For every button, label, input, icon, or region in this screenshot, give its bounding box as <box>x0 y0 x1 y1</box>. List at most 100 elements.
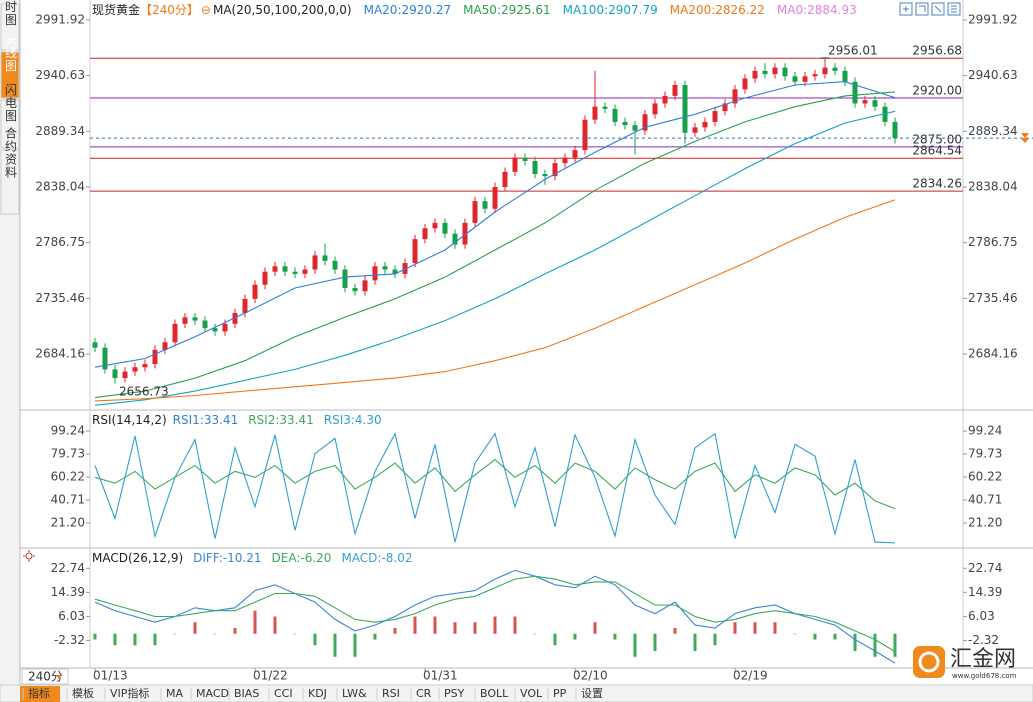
histogram-bar <box>833 633 837 640</box>
y-tick-label: 40.71 <box>51 493 85 507</box>
candle-body <box>852 81 858 104</box>
sidebar-tab-label[interactable]: 合约资料 <box>4 126 18 179</box>
candle-body <box>352 287 358 292</box>
sidebar-tab[interactable] <box>0 3 20 51</box>
sidebar-tab[interactable] <box>0 99 20 149</box>
indicator-tab[interactable]: VOL <box>520 687 543 700</box>
candle-body <box>502 171 508 188</box>
indicator-label: MACD(26,12,9) <box>92 551 183 565</box>
indicator-tab[interactable]: 模板 <box>72 686 94 700</box>
candle-body <box>192 317 198 321</box>
candle-body <box>752 70 758 79</box>
period-select[interactable] <box>21 668 69 685</box>
candle-body <box>692 127 698 133</box>
indicator-tab[interactable]: 指标 <box>28 686 50 700</box>
candle-body <box>592 106 598 120</box>
candle-body <box>262 271 268 285</box>
indicator-label: MA(20,50,100,200,0,0) <box>213 3 352 17</box>
candle-body <box>232 312 238 324</box>
candle-body <box>162 342 168 350</box>
panel-header: MACD(26,12,9) DIFF:-10.21 DEA:-6.20 MACD:-8… <box>92 551 413 565</box>
histogram-bar <box>693 633 697 652</box>
sidebar-tab-label[interactable]: K线图 <box>4 38 18 73</box>
histogram-bar <box>573 633 577 640</box>
histogram-bar <box>593 622 597 634</box>
histogram-bar <box>213 633 217 635</box>
y-tick-label: 14.39 <box>968 585 1002 599</box>
candle-body <box>122 371 128 379</box>
candle-body <box>742 78 748 90</box>
indicator-tab[interactable]: PSY <box>444 687 465 700</box>
indicator-tab[interactable]: LW& <box>342 687 367 700</box>
candle-body <box>302 269 308 274</box>
watermark-logo <box>913 646 945 678</box>
candle-body <box>862 100 868 104</box>
candle-body <box>432 222 438 229</box>
histogram-bar <box>653 633 657 652</box>
histogram-bar <box>813 633 817 640</box>
legend-item: RSI2:33.41 <box>248 413 314 427</box>
icon-glyph <box>903 5 957 13</box>
x-tick-label: 01/31 <box>423 669 458 683</box>
indicator-tab[interactable]: VIP指标 <box>110 686 149 700</box>
indicator-tab[interactable]: MACD <box>196 687 229 700</box>
current-price-arrow <box>1021 133 1029 144</box>
indicator-tab[interactable]: CR <box>416 687 432 700</box>
indicator-tab[interactable]: PP <box>553 687 567 700</box>
candle-body <box>362 280 368 292</box>
y-tick-label: 2991.92 <box>35 12 85 26</box>
candle-body <box>152 349 158 364</box>
series-line <box>94 458 896 510</box>
indicator-tab[interactable]: KDJ <box>308 687 327 700</box>
logo <box>918 651 940 673</box>
candle-body <box>642 114 648 131</box>
indicator-tab[interactable]: BOLL <box>480 687 509 700</box>
candle-body <box>102 347 108 370</box>
candle-body <box>92 342 98 348</box>
sidebar-tab[interactable] <box>0 51 20 99</box>
y-tick-label: 22.74 <box>968 561 1002 575</box>
series-line <box>94 81 896 368</box>
period-label: 【240分】 <box>140 3 199 17</box>
y-tick-label: 21.20 <box>968 516 1002 530</box>
candle-body <box>782 67 788 77</box>
panel-header: RSI(14,14,2) RSI1:33.41 RSI2:33.41 RSI3:4.3… <box>92 413 382 427</box>
candle-body <box>392 269 398 274</box>
y-tick-label: 2684.16 <box>968 347 1018 361</box>
histogram-bar <box>893 633 897 657</box>
histogram-bar <box>773 622 777 634</box>
candle-body <box>542 174 548 177</box>
sidebar-tab-label[interactable]: 分时图 <box>4 0 18 27</box>
histogram-bar <box>133 633 137 646</box>
candle-body <box>462 222 468 245</box>
indicator-tab[interactable]: 设置 <box>581 687 603 700</box>
sidebar-tab-label[interactable]: 闪电图 <box>4 83 18 122</box>
indicator-tab[interactable]: BIAS <box>234 687 259 700</box>
histogram-bar <box>473 622 477 634</box>
y-tick-label: 99.24 <box>968 424 1002 438</box>
icon <box>25 552 33 560</box>
candle-body <box>772 67 778 75</box>
icon[interactable] <box>931 2 945 16</box>
icon[interactable] <box>915 2 929 16</box>
indicator-tab[interactable]: RSI <box>382 687 400 700</box>
period-select-label[interactable]: 240分 <box>28 670 63 684</box>
logo <box>913 646 945 678</box>
x-tick-label: 01/22 <box>253 669 288 683</box>
indicator-tab[interactable]: CCI <box>274 687 293 700</box>
candle-body <box>292 271 298 274</box>
tab-active[interactable] <box>20 686 60 702</box>
y-tick-label: 2991.92 <box>968 12 1018 26</box>
icon[interactable] <box>947 2 961 16</box>
candle-body <box>622 121 628 126</box>
high-annotation: 2956.01 <box>828 43 878 57</box>
sidebar-tab[interactable] <box>0 149 20 215</box>
candle-body <box>112 369 118 379</box>
low-annotation: 2656.73 <box>119 384 169 398</box>
indicator-tab[interactable]: MA <box>166 687 183 700</box>
icon[interactable] <box>899 2 913 16</box>
y-tick-label: 2838.04 <box>35 179 85 193</box>
price-level-label: 2920.00 <box>912 84 962 98</box>
